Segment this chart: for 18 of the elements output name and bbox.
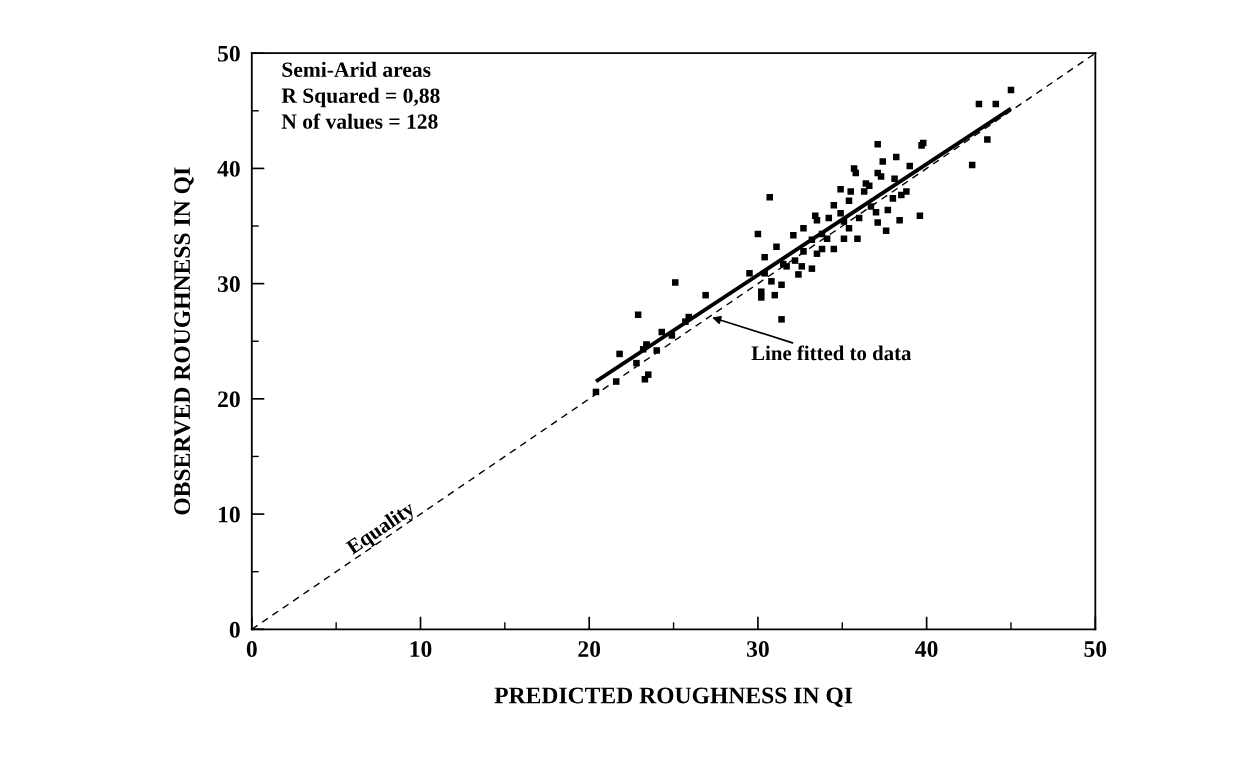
y-tick-label: 0 [229,621,240,638]
x-tick-label: 30 [747,641,769,658]
y-tick-label: 10 [218,506,240,523]
y-axis-title: OBSERVED ROUGHNESS IN QI [174,167,194,515]
annotation: Semi-Arid areas [282,61,431,77]
annotation: Line fitted to data [751,345,912,361]
x-tick-label: 50 [1084,641,1107,658]
x-tick-label: 10 [410,641,432,658]
y-tick-label: 40 [217,160,240,177]
y-tick-label: 30 [217,276,240,293]
annotation: R Squared = 0,88 [281,87,440,108]
y-tick-label: 20 [218,391,240,408]
y-tick-label: 50 [218,45,240,62]
annotation: N of values = 128 [281,113,438,129]
x-tick-label: 20 [578,641,601,658]
x-tick-label: 40 [915,641,938,658]
x-axis-title: PREDICTED ROUGHNESS IN QI [494,687,853,708]
x-tick-label: 0 [246,641,257,658]
